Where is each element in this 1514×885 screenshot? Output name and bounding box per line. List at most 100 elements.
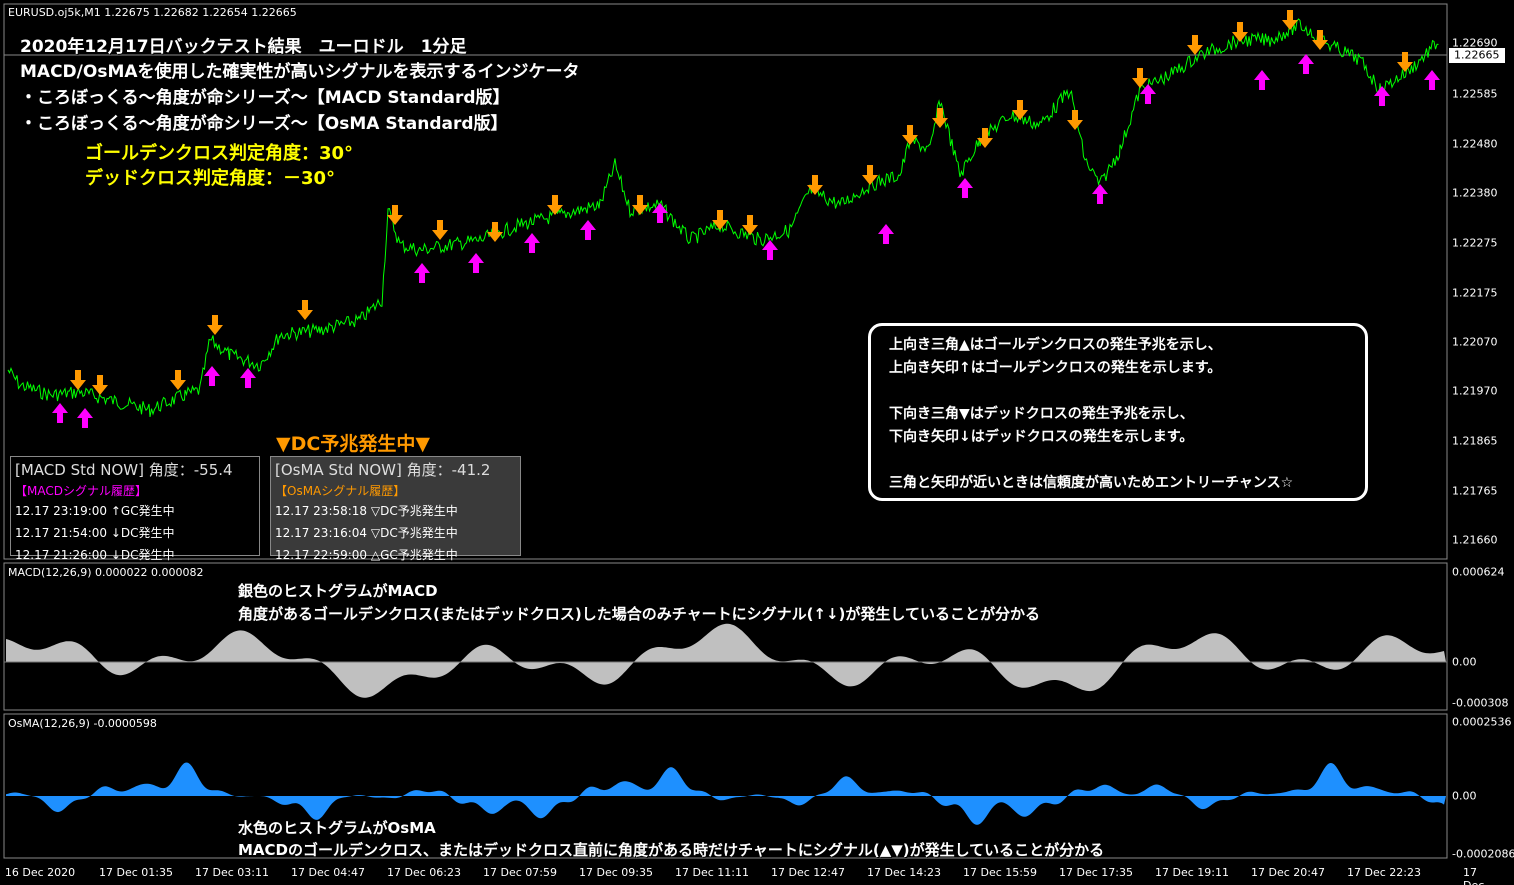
panel-row: 12.17 23:16:04 ▽DC予兆発生中 — [275, 526, 458, 540]
gc-angle: ゴールデンクロス判定角度：30° — [85, 143, 354, 164]
down-arrow — [547, 195, 563, 215]
time-tick-label: 17 Dec 22:23 — [1347, 866, 1421, 879]
panel-row: 12.17 21:26:00 ↓DC発生中 — [15, 548, 175, 562]
osma-panel: [OsMA Std NOW] 角度：-41.2 【OsMAシグナル履歴】 12.… — [270, 456, 521, 562]
panel-title: [OsMA Std NOW] 角度：-41.2 — [275, 461, 491, 479]
time-tick-label: 17 Dec 23:5 — [1463, 866, 1484, 885]
legend-line: 下向き矢印↓はデッドクロスの発生を示します。 — [889, 429, 1194, 445]
overlay-line: ・ころぼっくる～角度が命シリーズ～【OsMA Standard版】 — [20, 114, 508, 134]
macd-frame — [3, 562, 1448, 711]
current-price: 1.22665 — [1454, 48, 1500, 62]
time-tick-label: 17 Dec 15:59 — [963, 866, 1037, 879]
price-tick-label: 1.21660 — [1452, 533, 1498, 547]
time-tick-label: 17 Dec 11:11 — [675, 866, 749, 879]
time-tick-label: 17 Dec 07:59 — [483, 866, 557, 879]
macd-note: 角度があるゴールデンクロス(またはデッドクロス)した場合のみチャートにシグナル(… — [238, 605, 1040, 623]
legend-line: 三角と矢印が近いときは信頼度が高いためエントリーチャンス☆ — [889, 475, 1294, 491]
macd-note: 銀色のヒストグラムがMACD — [238, 582, 438, 600]
legend-box: 上向き三角▲はゴールデンクロスの発生予兆を示し、 上向き矢印↑はゴールデンクロス… — [868, 323, 1368, 501]
up-arrow — [1298, 54, 1314, 74]
down-arrow — [932, 108, 948, 128]
down-arrow — [742, 215, 758, 235]
time-tick-label: 17 Dec 20:47 — [1251, 866, 1325, 879]
up-arrow — [580, 220, 596, 240]
price-tick-label: 1.21970 — [1452, 384, 1498, 398]
down-arrow — [1397, 52, 1413, 72]
price-tick-label: 1.22690 — [1452, 36, 1498, 50]
down-arrow — [1232, 22, 1248, 42]
header: EURUSD.oj5k,M1 1.22675 1.22682 1.22654 1… — [8, 6, 297, 19]
legend-line: 下向き三角▼はデッドクロスの発生予兆を示し、 — [889, 406, 1194, 422]
down-arrow — [387, 205, 403, 225]
title: 2020年12月17日バックテスト結果 ユーロドル 1分足 — [20, 37, 467, 57]
up-arrow — [1140, 84, 1156, 104]
osma-tick-label: 0.00 — [1452, 789, 1477, 803]
osma-label: OsMA(12,26,9) -0.0000598 — [8, 717, 157, 730]
up-arrow — [414, 263, 430, 283]
down-arrow — [207, 315, 223, 335]
dc-notice: ▼DC予兆発生中▼ — [276, 433, 430, 455]
down-arrow — [170, 370, 186, 390]
price-path — [7, 18, 1439, 417]
down-arrow — [1067, 110, 1083, 130]
osma-frame — [3, 713, 1448, 859]
up-arrow — [1424, 70, 1440, 90]
down-arrow — [1312, 30, 1328, 50]
panel-row: 12.17 23:58:18 ▽DC予兆発生中 — [275, 504, 458, 518]
up-arrow — [77, 408, 93, 428]
up-arrow — [52, 403, 68, 423]
time-tick-label: 17 Dec 14:23 — [867, 866, 941, 879]
macd-tick-label: -0.000308 — [1452, 696, 1509, 710]
down-arrow — [297, 300, 313, 320]
panel-subtitle: 【MACDシグナル履歴】 — [15, 484, 147, 498]
up-arrow — [524, 233, 540, 253]
time-tick-label: 17 Dec 09:35 — [579, 866, 653, 879]
osma-note: 水色のヒストグラムがOsMA — [238, 819, 436, 837]
panel-row: 12.17 21:54:00 ↓DC発生中 — [15, 526, 175, 540]
panel-title: [MACD Std NOW] 角度：-55.4 — [15, 461, 233, 479]
time-tick-label: 17 Dec 03:11 — [195, 866, 269, 879]
osma-tick-label: -0.0002086 — [1452, 847, 1514, 861]
down-arrow — [1282, 10, 1298, 30]
price-tick-label: 1.22480 — [1452, 137, 1498, 151]
down-arrow — [902, 125, 918, 145]
legend-line: 上向き三角▲はゴールデンクロスの発生予兆を示し、 — [889, 337, 1222, 353]
price-tick-label: 1.22175 — [1452, 286, 1498, 300]
price-tick-label: 1.21865 — [1452, 434, 1498, 448]
osma-histogram — [6, 762, 1446, 825]
up-arrow — [762, 240, 778, 260]
time-tick-label: 17 Dec 01:35 — [99, 866, 173, 879]
up-arrow — [240, 368, 256, 388]
down-arrow — [70, 370, 86, 390]
down-arrow — [862, 165, 878, 185]
overlay-line: MACD/OsMAを使用した確実性が高いシグナルを表示するインジケータ — [20, 62, 580, 82]
down-arrow — [1132, 68, 1148, 88]
panel-row: 12.17 23:19:00 ↑GC発生中 — [15, 504, 175, 518]
osma-tick-label: 0.0002536 — [1452, 715, 1512, 729]
macd-histogram — [6, 623, 1446, 698]
overlay-line: ・ころぼっくる～角度が命シリーズ～【MACD Standard版】 — [20, 88, 510, 108]
down-arrow — [1012, 100, 1028, 120]
down-arrow — [487, 222, 503, 242]
time-tick-label: 17 Dec 04:47 — [291, 866, 365, 879]
time-tick-label: 16 Dec 2020 — [4, 866, 76, 879]
down-arrow — [432, 220, 448, 240]
macd-tick-label: 0.000624 — [1452, 565, 1505, 579]
up-arrow — [878, 224, 894, 244]
price-tick-label: 1.22275 — [1452, 236, 1498, 250]
up-arrow — [204, 366, 220, 386]
price-tick-label: 1.22070 — [1452, 335, 1498, 349]
osma-note: MACDのゴールデンクロス、またはデッドクロス直前に角度がある時だけチャートにシ… — [238, 841, 1105, 859]
dc-angle: デッドクロス判定角度：－30° — [85, 168, 336, 189]
down-arrow — [1187, 35, 1203, 55]
legend-line: 上向き矢印↑はゴールデンクロスの発生を示します。 — [889, 360, 1222, 376]
macd-tick-label: 0.00 — [1452, 655, 1477, 669]
down-arrow — [712, 210, 728, 230]
up-arrow — [1092, 184, 1108, 204]
main-frame — [3, 3, 1448, 560]
price-tick-label: 1.21765 — [1452, 484, 1498, 498]
up-arrow — [468, 253, 484, 273]
up-arrow — [957, 178, 973, 198]
